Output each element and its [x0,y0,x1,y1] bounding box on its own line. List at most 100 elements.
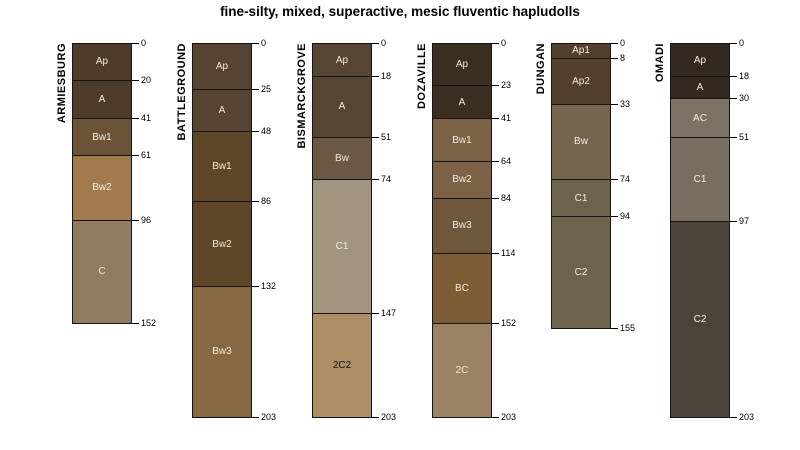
depth-tick [132,322,139,324]
horizon-name-label: Ap [215,61,229,72]
depth-tick-label: 203 [739,411,755,422]
horizon-rect: 2C2 [312,313,372,418]
horizon-rect: A [312,76,372,138]
depth-tick-label: 51 [381,131,392,142]
horizon-name-label: A [338,101,346,113]
depth-tick [252,131,259,133]
depth-tick [372,43,379,44]
series-label: DOZAVILLE [416,43,428,110]
depth-tick-label: 8 [620,52,626,63]
depth-tick-label: 0 [141,38,147,48]
horizon-name-label: BC [455,282,469,294]
depth-tick-label: 147 [381,308,397,319]
horizon-name-label: C1 [335,241,349,253]
depth-tick [730,76,737,78]
horizon-rect: A [192,89,252,133]
horizon-rect: C1 [670,136,730,223]
horizon-name-label: Ap [335,54,349,66]
depth-tick [252,285,259,287]
horizon-rect: A [670,76,730,100]
horizon-name-label: A [458,96,466,108]
depth-tick [492,322,499,324]
depth-tick [132,118,139,120]
depth-tick-label: 41 [141,113,152,124]
horizon-rect: C1 [312,179,372,315]
depth-tick-label: 203 [501,411,517,422]
depth-tick [132,43,139,44]
horizon-rect: Bw [551,103,611,181]
depth-tick-label: 0 [261,38,267,48]
horizon-rect: Bw1 [432,118,492,162]
horizon-rect: Ap [670,43,730,78]
depth-tick-label: 94 [620,210,631,221]
horizon-name-label: Ap [455,59,469,71]
horizon-name-label: C1 [693,174,707,186]
depth-tick [611,57,618,59]
depth-tick [132,79,139,81]
depth-tick [492,197,499,199]
depth-tick-label: 25 [261,84,272,94]
series-label: ARMIESBURG [56,43,68,124]
depth-tick-label: 203 [261,411,277,422]
depth-tick [492,160,499,162]
depth-tick-label: 41 [501,113,512,124]
depth-tick [252,416,259,418]
depth-tick [730,43,737,44]
horizon-name-label: C2 [574,267,588,279]
depth-tick [730,136,737,138]
horizon-name-label: Bw2 [452,174,472,186]
horizon-rect: C2 [670,221,730,418]
depth-tick [492,43,499,44]
horizon-rect: A [72,79,132,120]
depth-tick-label: 155 [620,323,636,334]
horizon-rect: Ap [192,43,252,90]
depth-tick [372,76,379,78]
horizon-rect: Bw2 [192,201,252,287]
horizon-name-label: A [696,82,704,94]
depth-tick-label: 20 [141,74,152,85]
horizon-rect: Bw1 [192,131,252,203]
depth-tick [492,118,499,120]
horizon-name-label: Ap [95,56,109,68]
horizon-name-label: Bw [574,136,588,148]
depth-tick-label: 132 [261,280,277,291]
depth-tick-label: 61 [141,150,152,161]
depth-tick [730,98,737,100]
depth-tick-label: 74 [381,174,392,185]
horizon-rect: Ap2 [551,57,611,105]
depth-tick [132,219,139,221]
depth-tick-label: 0 [739,38,745,48]
depth-tick-label: 84 [501,192,512,203]
depth-tick [372,136,379,138]
chart-title: fine-silty, mixed, superactive, mesic fl… [220,4,580,19]
horizon-rect: C1 [551,179,611,217]
depth-tick-label: 152 [141,317,157,328]
depth-tick [252,201,259,203]
depth-tick [730,416,737,418]
depth-tick-label: 97 [739,216,750,227]
horizon-name-label: Bw [335,152,349,164]
depth-tick [492,416,499,418]
horizon-name-label: Bw2 [92,182,112,194]
horizon-rect: Bw1 [72,118,132,157]
depth-tick [611,328,618,330]
horizon-name-label: Bw1 [212,161,232,173]
horizon-name-label: C2 [693,313,707,325]
depth-tick-label: 74 [620,174,631,185]
horizon-rect: Bw2 [72,155,132,221]
depth-tick-label: 203 [381,411,397,422]
horizon-rect: 2C [432,322,492,418]
depth-tick [372,179,379,181]
depth-tick-label: 86 [261,196,272,207]
horizon-name-label: Ap1 [572,45,590,57]
horizon-name-label: Bw3 [452,220,472,232]
depth-tick-label: 0 [620,38,626,48]
horizon-name-label: C1 [574,192,588,204]
depth-tick [492,85,499,87]
horizon-rect: C [72,219,132,324]
depth-tick [252,89,259,90]
horizon-rect: Ap [432,43,492,87]
depth-tick-label: 152 [501,317,517,328]
horizon-rect: Ap [312,43,372,78]
